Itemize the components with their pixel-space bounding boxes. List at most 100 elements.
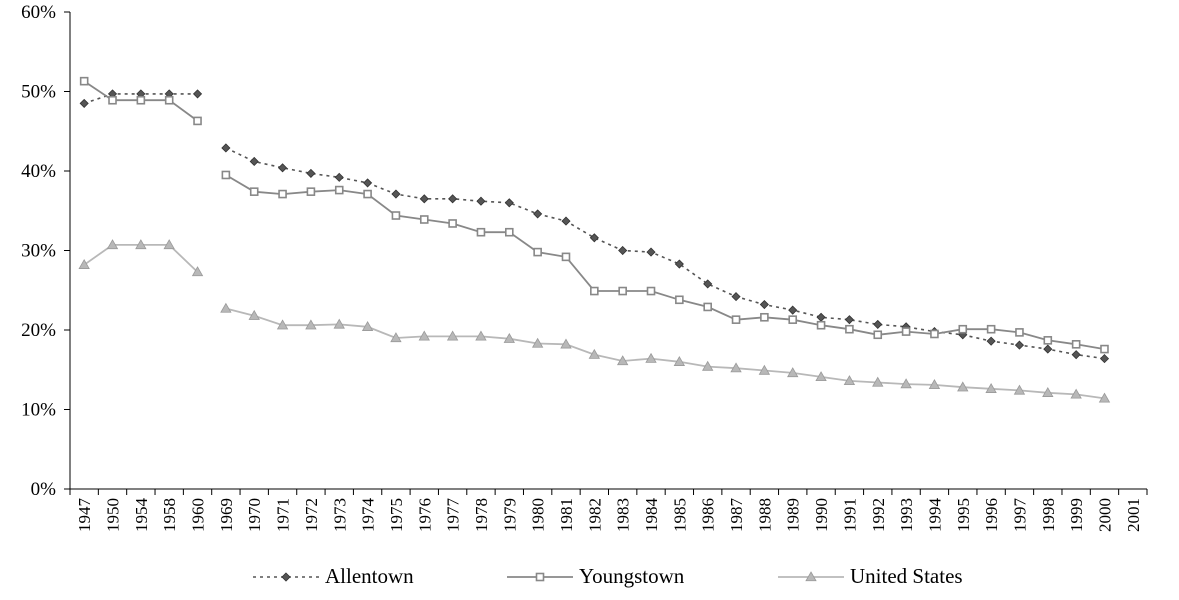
- data-point-united-states: [1042, 386, 1054, 397]
- data-point-youngstown: [901, 327, 911, 336]
- x-tick-label: 1988: [755, 498, 774, 532]
- data-point-united-states: [418, 330, 430, 341]
- x-tick-label: 1971: [274, 498, 293, 532]
- data-point-allentown: [561, 216, 571, 226]
- x-tick-label: 1954: [132, 498, 151, 533]
- data-point-united-states: [872, 376, 884, 387]
- series-youngstown: [79, 76, 1109, 354]
- data-point-united-states: [220, 302, 232, 313]
- data-point-youngstown: [363, 189, 372, 199]
- y-tick-label: 50%: [21, 82, 56, 103]
- x-tick-label: 1997: [1010, 498, 1029, 533]
- y-tick-label: 60%: [21, 2, 56, 23]
- series-united-states: [78, 239, 1111, 403]
- data-point-youngstown: [958, 324, 968, 334]
- data-point-youngstown: [1043, 336, 1053, 345]
- legend-label-united-states: United States: [850, 564, 963, 588]
- data-point-youngstown: [533, 247, 542, 257]
- x-tick-label: 1984: [642, 498, 661, 533]
- data-point-allentown: [306, 168, 316, 178]
- series-line-youngstown: [225, 174, 1105, 350]
- data-point-united-states: [758, 364, 771, 375]
- legend-item-united-states: United States: [778, 564, 963, 588]
- x-tick-label: 1977: [444, 498, 463, 533]
- data-point-allentown: [1099, 354, 1110, 364]
- data-point-allentown: [448, 194, 458, 204]
- legend-marker-allentown: [281, 572, 291, 582]
- data-point-united-states: [446, 330, 459, 341]
- data-point-youngstown: [391, 211, 401, 220]
- x-tick-label: 1981: [557, 498, 576, 532]
- data-point-allentown: [759, 299, 769, 310]
- data-point-youngstown: [788, 315, 798, 324]
- legend-label-youngstown: Youngstown: [579, 564, 685, 588]
- y-axis-ticks: 0% 10% 20% 30% 40% 50% 60%: [21, 2, 70, 500]
- x-tick-label: 1985: [670, 498, 689, 532]
- x-tick-label: 1960: [189, 498, 208, 532]
- data-point-united-states: [333, 318, 345, 329]
- data-point-united-states: [1013, 384, 1026, 395]
- legend-item-youngstown: Youngstown: [507, 564, 685, 588]
- legend-marker-youngstown: [535, 572, 545, 582]
- data-point-allentown: [476, 196, 486, 206]
- data-point-youngstown: [108, 95, 117, 105]
- x-tick-label: 1994: [925, 498, 944, 533]
- data-point-allentown: [533, 209, 543, 219]
- data-point-united-states: [78, 259, 90, 269]
- data-point-allentown: [816, 312, 826, 322]
- series-line-allentown: [225, 147, 1105, 360]
- data-point-united-states: [106, 239, 119, 250]
- legend-item-allentown: Allentown: [253, 564, 414, 588]
- data-point-youngstown: [703, 302, 712, 312]
- data-point-youngstown: [1100, 344, 1109, 354]
- data-point-allentown: [79, 98, 89, 108]
- data-point-youngstown: [1071, 340, 1081, 349]
- data-point-youngstown: [561, 252, 571, 262]
- data-point-united-states: [985, 383, 997, 393]
- data-point-allentown: [589, 233, 599, 243]
- data-point-allentown: [1071, 350, 1081, 360]
- data-point-youngstown: [419, 215, 429, 224]
- data-point-youngstown: [873, 330, 883, 340]
- data-point-united-states: [390, 332, 402, 343]
- data-point-youngstown: [845, 324, 854, 334]
- data-point-united-states: [588, 348, 601, 359]
- data-point-youngstown: [646, 286, 656, 296]
- data-point-united-states: [815, 371, 827, 382]
- data-point-united-states: [248, 309, 260, 320]
- data-point-allentown: [788, 305, 798, 315]
- data-point-allentown: [278, 163, 288, 173]
- x-tick-label: 1969: [217, 498, 236, 532]
- x-tick-label: 1947: [75, 498, 94, 533]
- legend: Allentown Youngstown United States: [253, 564, 963, 588]
- data-point-allentown: [334, 172, 344, 182]
- data-point-youngstown: [590, 286, 599, 296]
- data-point-allentown: [873, 319, 883, 330]
- data-point-youngstown: [1015, 328, 1024, 337]
- data-point-united-states: [305, 319, 317, 330]
- x-tick-label: 1973: [330, 498, 349, 532]
- x-tick-label: 1986: [699, 498, 718, 532]
- data-point-youngstown: [760, 312, 769, 322]
- data-point-youngstown: [79, 76, 89, 86]
- data-point-youngstown: [164, 95, 174, 105]
- data-point-united-states: [1070, 388, 1082, 399]
- data-point-allentown: [646, 247, 656, 257]
- data-point-allentown: [363, 178, 373, 188]
- data-point-united-states: [702, 360, 714, 371]
- x-tick-label: 1983: [614, 498, 633, 532]
- data-point-youngstown: [505, 227, 514, 237]
- x-tick-label: 1982: [585, 498, 604, 532]
- data-point-united-states: [730, 362, 742, 373]
- x-tick-label: 1991: [840, 498, 859, 532]
- data-point-united-states: [900, 378, 912, 389]
- data-point-united-states: [475, 330, 487, 341]
- data-point-united-states: [645, 352, 657, 363]
- data-point-allentown: [221, 143, 231, 153]
- data-point-youngstown: [476, 227, 486, 237]
- x-tick-label: 1950: [104, 498, 123, 532]
- data-point-allentown: [703, 279, 713, 289]
- x-tick-label: 2000: [1095, 498, 1114, 532]
- data-point-youngstown: [986, 324, 996, 334]
- data-point-allentown: [618, 245, 628, 256]
